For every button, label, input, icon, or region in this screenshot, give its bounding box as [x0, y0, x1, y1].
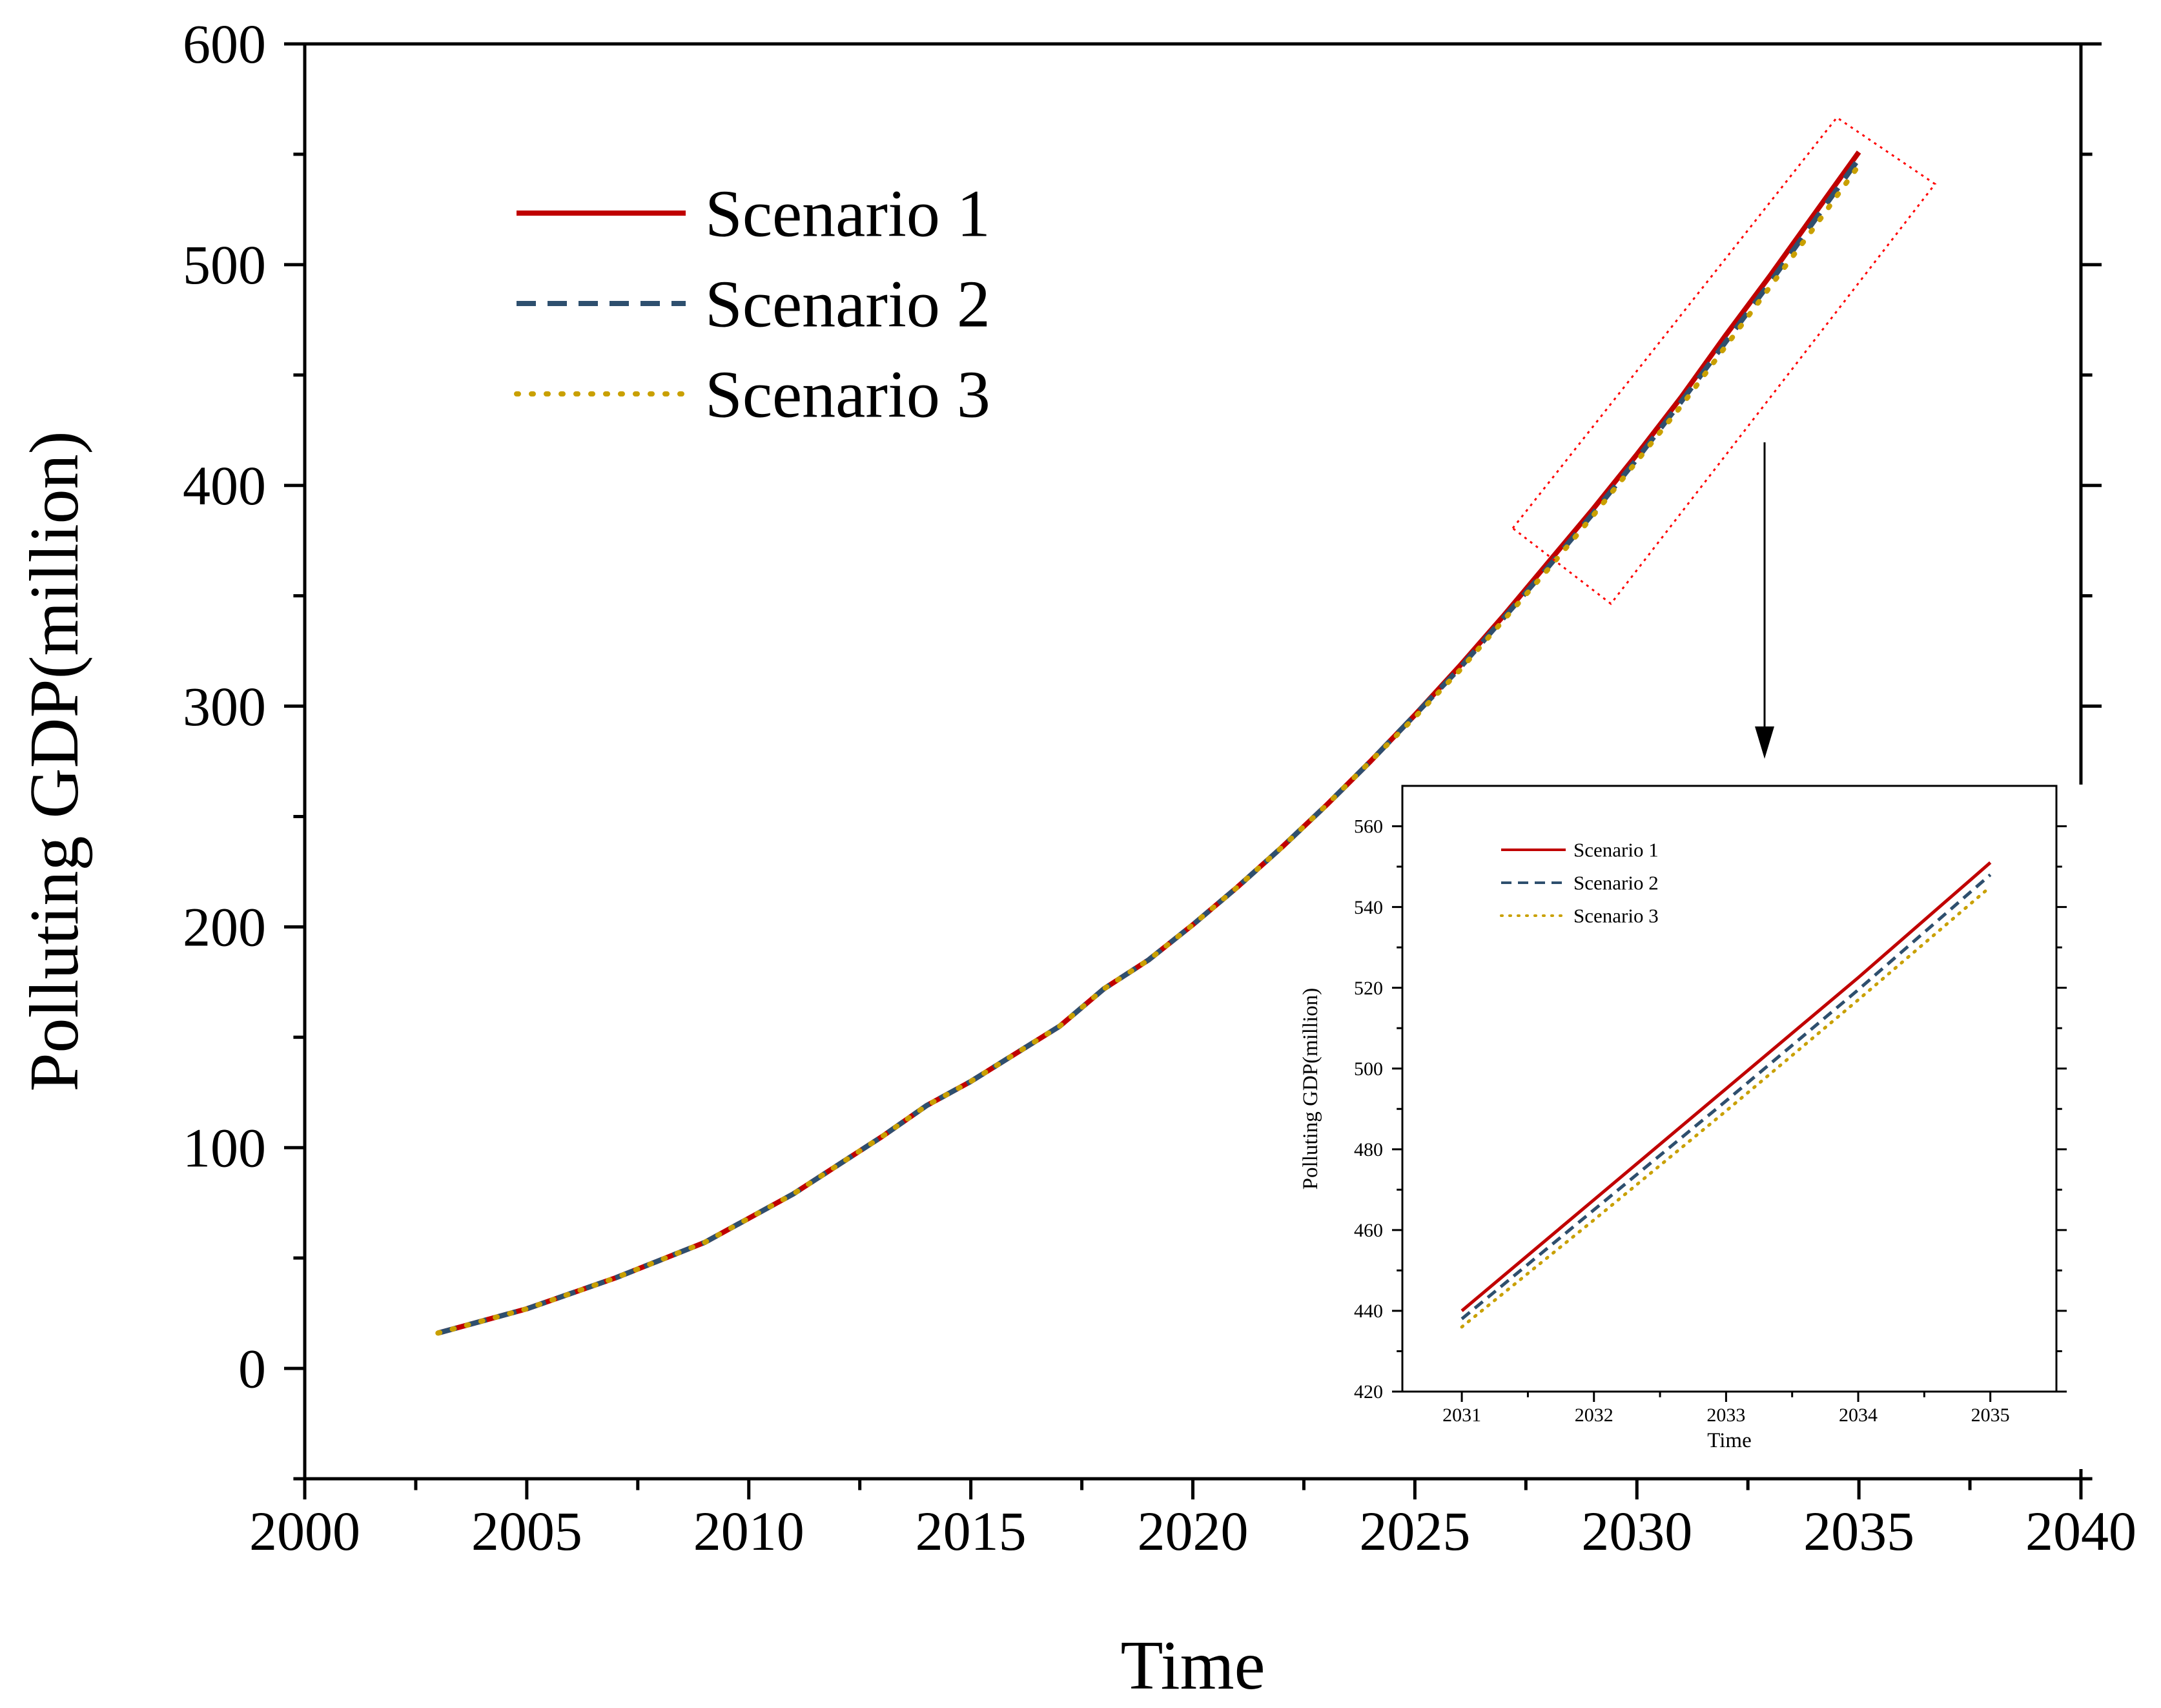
main-x-tick-label: 2010 — [693, 1500, 804, 1562]
main-x-tick-label: 2025 — [1359, 1500, 1470, 1562]
inset-plot-frame — [1401, 785, 2058, 1393]
inset-x-tick-label: 2031 — [1442, 1404, 1481, 1426]
main-y-tick-label: 0 — [238, 1337, 266, 1399]
inset-y-tick-label: 460 — [1354, 1220, 1383, 1241]
inset-x-tick-label: 2034 — [1839, 1404, 1878, 1426]
main-x-tick-label: 2020 — [1138, 1500, 1249, 1562]
inset-y-tick-label: 560 — [1354, 816, 1383, 838]
main-x-tick-label: 2005 — [471, 1500, 582, 1562]
inset-series-line-3 — [1460, 885, 1992, 1329]
inset-x-axis-title: Time — [1707, 1429, 1751, 1452]
main-legend-label-1: Scenario 1 — [705, 176, 990, 251]
inset-background — [1401, 785, 2156, 1469]
inset-y-tick-label: 480 — [1354, 1139, 1383, 1160]
inset-y-tick-label: 520 — [1354, 978, 1383, 999]
inset-x-tick-label: 2032 — [1575, 1404, 1613, 1426]
inset-y-tick-label: 500 — [1354, 1058, 1383, 1080]
inset-series-line-2 — [1460, 873, 1992, 1321]
inset-y-tick-label: 540 — [1354, 897, 1383, 918]
main-x-tick-label: 2035 — [1803, 1500, 1914, 1562]
main-legend-label-3: Scenario 3 — [705, 357, 990, 431]
main-x-tick-label: 2040 — [2025, 1500, 2136, 1562]
inset-series-line-1 — [1460, 861, 1992, 1312]
main-x-tick-label: 2015 — [916, 1500, 1027, 1562]
inset-legend-label-2: Scenario 2 — [1573, 872, 1659, 894]
main-y-tick-label: 500 — [183, 234, 266, 296]
main-y-axis-title: Polluting GDP(million) — [16, 431, 93, 1091]
main-y-tick-label: 400 — [183, 455, 266, 517]
main-y-tick-label: 200 — [183, 896, 266, 958]
main-x-tick-label: 2030 — [1581, 1500, 1692, 1562]
main-legend-label-2: Scenario 2 — [705, 267, 990, 341]
main-y-tick-label: 300 — [183, 675, 266, 737]
inset-plot: 2031 2032 2033 2034 2035 420 440 460 480 500 520 54… — [1299, 785, 2156, 1469]
inset-y-axis-title: Polluting GDP(million) — [1299, 988, 1322, 1190]
inset-legend-label-3: Scenario 3 — [1573, 905, 1659, 927]
main-y-tick-label: 600 — [183, 13, 266, 75]
zoom-box — [1511, 116, 1937, 606]
inset-y-tick-label: 440 — [1354, 1301, 1383, 1322]
zoom-annotation — [1511, 116, 1937, 759]
main-plot: 2000 2005 2010 2015 2020 2025 2030 2035 2040 0 100… — [16, 13, 2136, 1704]
main-x-tick-label: 2000 — [249, 1500, 360, 1562]
inset-y-tick-label: 420 — [1354, 1381, 1383, 1403]
main-x-axis-title: Time — [1120, 1627, 1265, 1704]
main-y-tick-label: 100 — [183, 1116, 266, 1178]
inset-legend-label-1: Scenario 1 — [1573, 839, 1659, 861]
inset-x-tick-label: 2035 — [1971, 1404, 2010, 1426]
inset-x-tick-label: 2033 — [1706, 1404, 1745, 1426]
zoom-arrow-head — [1755, 726, 1774, 759]
main-series-line-3 — [435, 163, 1862, 1336]
